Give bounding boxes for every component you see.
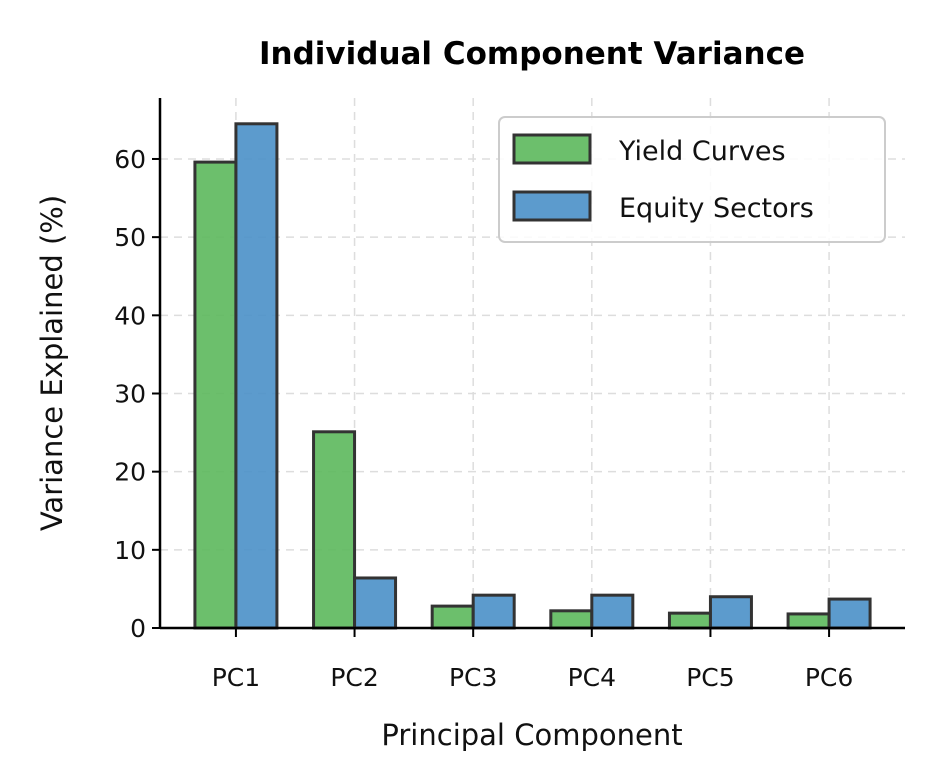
y-tick-label: 40	[114, 301, 146, 330]
bar-pc6-yield-curves	[786, 612, 831, 630]
y-tick-label: 60	[114, 145, 146, 174]
y-tick-label: 50	[114, 223, 146, 252]
bar-pc3-equity-sectors	[471, 593, 516, 630]
y-axis-label: Variance Explained (%)	[35, 195, 69, 531]
bar-pc5-yield-curves	[667, 611, 712, 630]
x-axis-label: Principal Component	[381, 718, 682, 752]
bar-pc6-equity-sectors	[827, 597, 872, 630]
y-tick-label: 20	[114, 458, 146, 487]
bars	[193, 122, 872, 630]
x-tick-label: PC3	[449, 663, 497, 692]
legend-box	[498, 116, 886, 243]
legend-swatch	[512, 133, 592, 165]
legend: Yield Curves Equity Sectors	[498, 116, 886, 243]
x-tick-label: PC4	[568, 663, 616, 692]
x-tick-label: PC6	[805, 663, 853, 692]
bar-pc2-yield-curves	[312, 430, 357, 630]
legend-label: Equity Sectors	[619, 193, 814, 224]
y-tick-label: 10	[114, 536, 146, 565]
bar-pc1-yield-curves	[193, 160, 238, 630]
chart-title: Individual Component Variance	[259, 36, 805, 72]
bar-pc1-equity-sectors	[234, 122, 279, 630]
x-tick-label: PC1	[212, 663, 260, 692]
x-tick-label: PC2	[330, 663, 378, 692]
x-tick-label: PC5	[686, 663, 734, 692]
bar-pc2-equity-sectors	[353, 576, 398, 630]
y-tick-label: 0	[130, 614, 146, 643]
bar-pc4-yield-curves	[549, 609, 594, 630]
legend-swatch	[512, 190, 592, 222]
bar-pc3-yield-curves	[430, 604, 475, 630]
y-tick-label: 30	[114, 379, 146, 408]
legend-label: Yield Curves	[618, 136, 786, 167]
axes: 0 10 20 30 40 50 60 PC1 PC2 PC3 PC4 PC5 PC6	[114, 98, 905, 692]
bar-pc4-equity-sectors	[590, 593, 635, 630]
bar-pc5-equity-sectors	[708, 595, 753, 630]
